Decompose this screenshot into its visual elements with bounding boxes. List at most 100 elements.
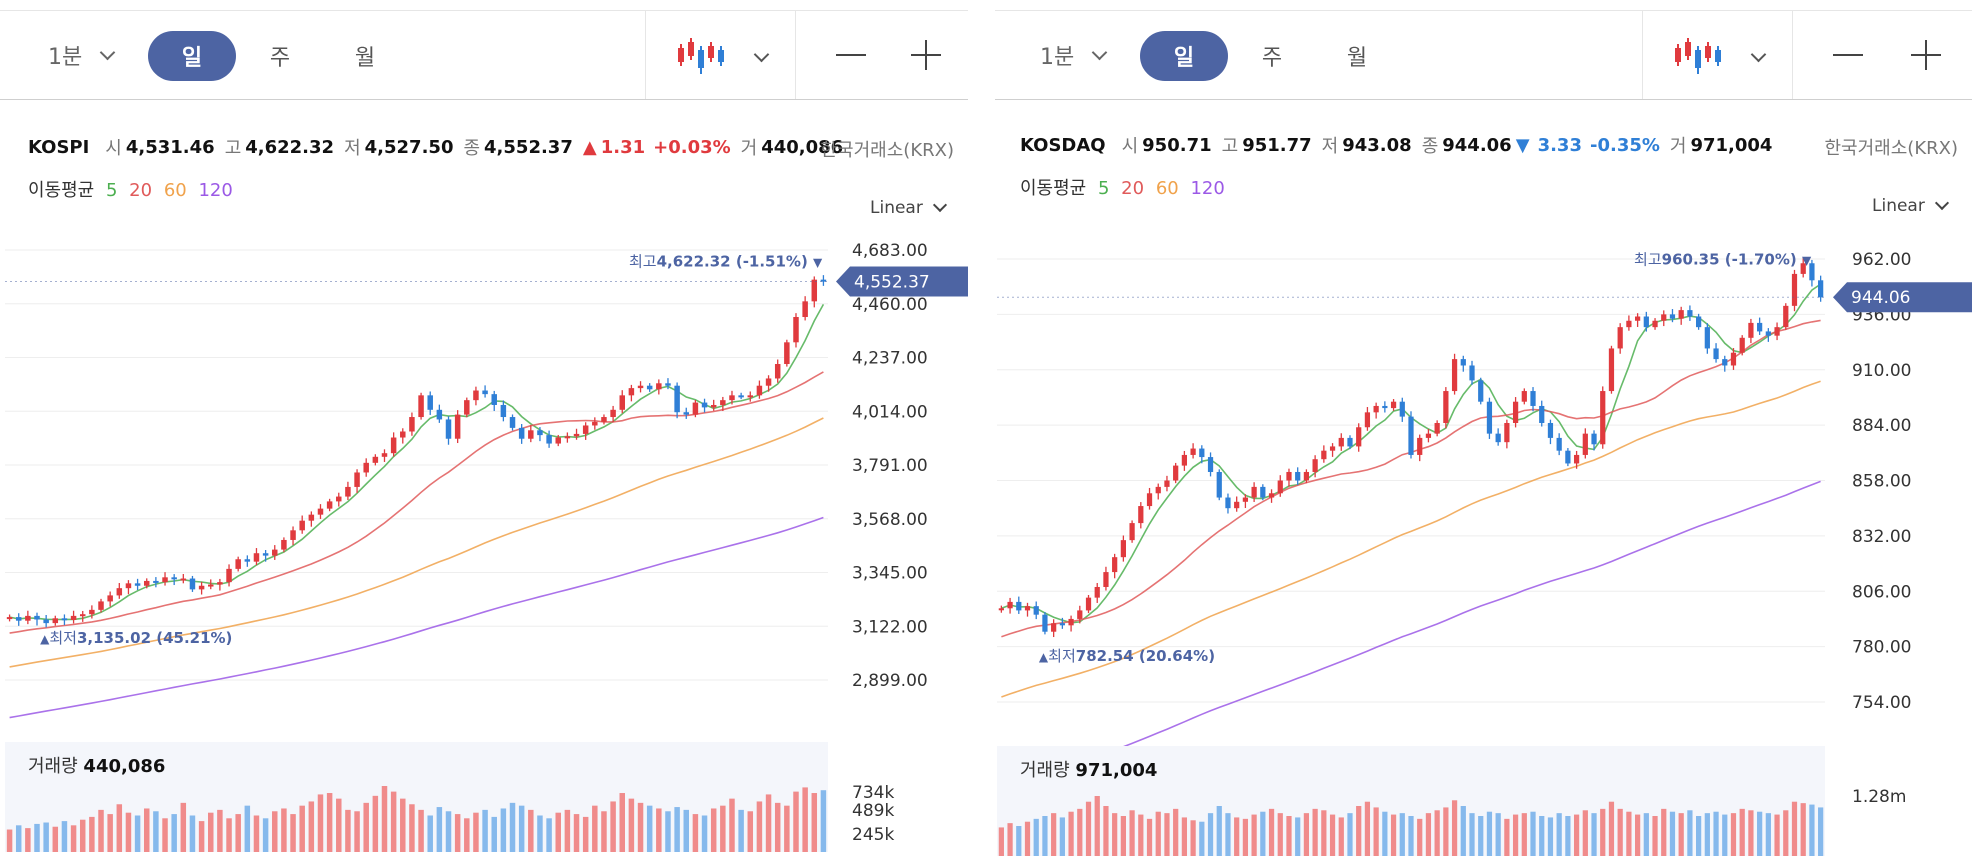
candle — [820, 279, 827, 282]
tab-month[interactable]: 월 — [354, 46, 376, 71]
y-tick-label: 884.00 — [1852, 416, 1911, 436]
candle — [1809, 263, 1815, 281]
tab-week[interactable]: 주 — [1261, 46, 1283, 71]
chart-type-dropdown[interactable] — [1642, 11, 1793, 99]
volume-bar — [400, 798, 406, 852]
volume-bar — [1643, 813, 1649, 856]
zoom-in-button[interactable] — [896, 11, 956, 99]
volume-bar — [390, 791, 397, 852]
min-price-marker: ▲최저3,135.02 (45.21%) — [40, 629, 232, 647]
volume-bar — [427, 815, 433, 852]
scale-dropdown[interactable]: Linear — [870, 197, 947, 218]
volume-bar — [756, 801, 763, 852]
candle — [1007, 601, 1013, 609]
exchange-label: 한국거래소(KRX) — [820, 140, 955, 161]
volume-bar — [1652, 816, 1658, 856]
open-label: 시 — [1121, 136, 1139, 157]
candle — [756, 385, 763, 396]
tab-week[interactable]: 주 — [269, 46, 291, 71]
volume-value: 971,004 — [1690, 134, 1773, 156]
interval-dropdown[interactable]: 1분 — [1040, 11, 1108, 99]
y-tick-label: 910.00 — [1852, 361, 1911, 381]
volume-bar — [1173, 808, 1179, 856]
volume-bar — [1451, 800, 1458, 856]
candle — [70, 615, 77, 620]
volume-title: 거래량 971,004 — [1020, 756, 1157, 782]
volume-bar — [43, 822, 49, 852]
volume-bar — [1521, 813, 1527, 856]
candle — [317, 508, 324, 515]
interval-label: 1분 — [48, 45, 83, 70]
zoom-out-button[interactable] — [821, 11, 881, 99]
volume-bar — [1338, 817, 1344, 856]
candle — [1678, 310, 1684, 319]
volume-bar — [528, 809, 534, 852]
candle — [400, 431, 406, 438]
candle — [1277, 480, 1283, 494]
max-marker-value: 960.35 (-1.70%) — [1662, 251, 1802, 269]
candle — [43, 619, 49, 624]
ma-20: 20 — [1121, 178, 1145, 199]
volume-bar — [345, 809, 351, 852]
volume-bar — [171, 814, 177, 852]
volume-bar — [720, 805, 726, 852]
current-price-label: 944.06 — [1851, 288, 1910, 308]
tab-day[interactable]: 일 — [148, 31, 236, 81]
zoom-out-button[interactable] — [1818, 11, 1878, 99]
candle — [6, 617, 13, 620]
volume-bar — [1312, 808, 1318, 856]
tab-month[interactable]: 월 — [1346, 46, 1368, 71]
candle — [1051, 623, 1057, 632]
candle — [509, 417, 516, 428]
volume-label: 거 — [740, 138, 758, 159]
volume-bar — [564, 809, 571, 852]
candle — [1408, 416, 1414, 455]
candle — [1312, 459, 1318, 472]
volume-bar — [1512, 814, 1519, 856]
volume-bar — [1164, 813, 1170, 856]
candle — [619, 395, 625, 410]
candle — [1016, 601, 1022, 611]
volume-bar — [1791, 801, 1798, 856]
chart-type-dropdown[interactable] — [645, 11, 796, 99]
volume-bar — [1216, 806, 1222, 856]
candle — [1120, 540, 1126, 558]
max-marker-prefix: 최고 — [629, 253, 657, 271]
candle — [1600, 391, 1606, 445]
ma-60: 60 — [163, 180, 187, 201]
volume-bar — [765, 794, 772, 852]
candle — [1225, 497, 1231, 509]
current-price-label: 4,552.37 — [854, 272, 930, 292]
volume-bar — [1234, 817, 1240, 856]
interval-dropdown[interactable]: 1분 — [48, 11, 116, 99]
candle — [107, 595, 113, 602]
candle — [738, 395, 744, 398]
kosdaq-price-chart[interactable]: 962.00936.00910.00884.00858.00832.00806.… — [995, 0, 1972, 858]
low-label: 저 — [344, 138, 361, 159]
candle — [436, 409, 443, 420]
high-value: 951.77 — [1242, 134, 1312, 156]
kospi-price-chart[interactable]: 4,683.00 4,460.00 4,237.00 4,014.00 3,791.00… — [0, 0, 968, 858]
candle — [1181, 454, 1188, 466]
candle — [1617, 327, 1623, 349]
candle — [720, 400, 726, 405]
down-arrow-icon: ▼ — [1802, 254, 1812, 268]
volume-bar — [326, 793, 333, 852]
zoom-in-button[interactable] — [1896, 11, 1956, 99]
candle — [1696, 316, 1702, 328]
candle — [363, 462, 369, 473]
volume-bar — [299, 805, 305, 852]
candle — [1643, 316, 1649, 328]
change-down-arrow-icon: ▼ — [1515, 134, 1530, 156]
open-label: 시 — [105, 138, 122, 159]
volume-bar — [153, 811, 159, 852]
candle — [482, 390, 488, 395]
volume-label: 거 — [1669, 136, 1687, 157]
tab-day[interactable]: 일 — [1140, 31, 1228, 81]
down-arrow-icon: ▼ — [813, 256, 823, 270]
ma-5-line — [9, 304, 825, 621]
volume-bar — [381, 786, 388, 852]
scale-dropdown[interactable]: Linear — [1872, 195, 1949, 216]
candle — [1495, 433, 1501, 443]
candle — [628, 388, 635, 396]
